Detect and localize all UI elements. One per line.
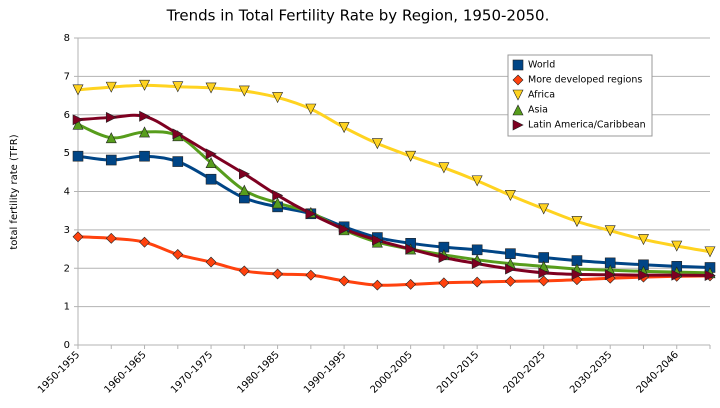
data-point	[372, 234, 384, 246]
data-point	[305, 269, 317, 281]
data-point	[105, 81, 117, 93]
data-point	[571, 268, 583, 280]
data-point	[671, 240, 683, 252]
y-tick-label: 3	[64, 225, 70, 236]
data-point	[338, 275, 350, 287]
data-point	[72, 231, 84, 243]
legend-label: Asia	[528, 105, 548, 116]
data-point	[438, 252, 450, 263]
data-point	[405, 150, 417, 162]
data-point	[272, 189, 284, 201]
data-point	[504, 190, 516, 202]
data-point	[139, 236, 150, 248]
data-point	[671, 269, 683, 281]
data-point	[604, 269, 616, 281]
data-point	[471, 244, 483, 256]
y-tick-label: 8	[64, 33, 70, 44]
legend-box	[507, 54, 653, 137]
data-point	[205, 173, 217, 185]
data-point	[72, 114, 84, 126]
data-point	[704, 246, 716, 258]
data-point	[139, 150, 150, 162]
legend-marker	[512, 74, 524, 86]
data-point	[172, 81, 184, 93]
legend-label: World	[528, 60, 555, 71]
y-tick-label: 5	[64, 148, 70, 159]
data-point	[172, 249, 184, 260]
data-point	[504, 275, 516, 287]
data-point	[238, 265, 250, 277]
data-point	[105, 132, 117, 144]
y-tick-label: 2	[64, 263, 70, 274]
data-point	[604, 225, 616, 237]
data-point	[305, 208, 317, 220]
data-point	[272, 92, 284, 104]
data-point	[471, 175, 483, 187]
data-point	[371, 279, 383, 291]
data-point	[272, 197, 284, 209]
chart-title: Trends in Total Fertility Rate by Region…	[166, 7, 550, 25]
data-point	[72, 84, 84, 96]
data-point	[338, 223, 350, 235]
legend-label: Latin America/Caribbean	[528, 120, 646, 131]
data-point	[637, 234, 649, 246]
data-point	[505, 248, 516, 259]
data-point	[538, 267, 550, 279]
data-point	[205, 256, 217, 268]
data-point	[205, 157, 217, 169]
y-tick-label: 7	[64, 71, 70, 82]
data-point	[538, 203, 550, 215]
data-point	[238, 184, 250, 196]
data-point	[105, 154, 117, 166]
legend-marker	[512, 59, 524, 71]
data-point	[72, 150, 84, 162]
data-point	[239, 168, 250, 180]
y-tick-label: 1	[64, 302, 70, 313]
data-point	[505, 263, 517, 275]
data-point	[238, 85, 250, 97]
data-point	[438, 162, 450, 174]
data-point	[139, 126, 151, 138]
data-point	[105, 111, 117, 123]
data-point	[571, 216, 583, 228]
data-point	[272, 268, 284, 280]
data-point	[105, 232, 117, 244]
data-point	[72, 118, 84, 130]
legend-marker	[512, 104, 524, 116]
data-point	[172, 128, 184, 140]
data-point	[139, 110, 151, 122]
data-point	[538, 275, 550, 287]
data-point	[139, 79, 151, 91]
data-point	[704, 270, 716, 282]
y-tick-label: 0	[64, 340, 70, 351]
y-tick-label: 6	[64, 110, 70, 121]
data-point	[405, 278, 417, 290]
legend-label: Africa	[528, 90, 555, 101]
data-point	[405, 243, 417, 255]
legend-label: More developed regions	[528, 75, 642, 86]
legend-marker	[512, 89, 524, 101]
data-point	[638, 269, 650, 281]
data-point	[438, 277, 450, 289]
data-point	[371, 138, 383, 150]
y-tick-label: 4	[64, 187, 70, 198]
data-point	[305, 103, 317, 115]
legend-marker	[512, 119, 524, 131]
data-point	[338, 122, 350, 134]
data-point	[172, 156, 184, 167]
data-point	[471, 276, 483, 288]
data-point	[205, 148, 217, 160]
data-point	[471, 258, 483, 270]
y-axis-label: total fertility rate (TFR)	[9, 134, 20, 249]
data-point	[205, 82, 217, 94]
